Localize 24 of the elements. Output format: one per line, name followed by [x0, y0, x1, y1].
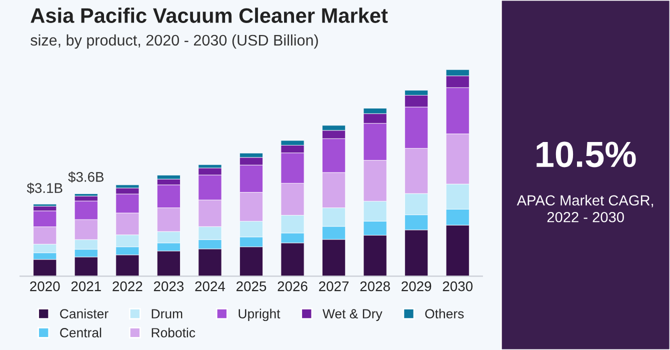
legend-label: Others [425, 308, 464, 318]
legend-label: Wet & Dry [322, 309, 382, 322]
chart-subtitle: size, by product, 2020 - 2030 (USD Billion) [30, 34, 318, 49]
legend-label: Canister [60, 308, 108, 318]
x-tick-label: 2025 [236, 281, 266, 292]
legend-label: Robotic [152, 328, 196, 338]
x-tick-label: 2030 [442, 281, 473, 292]
annotation: $3.1B [26, 182, 62, 194]
x-tick-label: 2021 [71, 281, 101, 292]
text: APAC Market CAGR, 2022 - 2030 [516, 194, 654, 222]
text: 10.5% [536, 142, 636, 168]
chart-title: Asia Pacific Vacuum Cleaner Market [30, 8, 388, 23]
x-tick-label: 2024 [195, 281, 226, 292]
legend-label: Drum [152, 309, 182, 318]
x-tick-label: 2027 [319, 281, 349, 292]
x-tick-label: 2020 [30, 281, 60, 292]
x-tick-label: 2028 [360, 281, 390, 292]
legend-label: Central [60, 328, 102, 338]
x-tick-label: 2026 [278, 281, 308, 292]
annotation: $3.6B [68, 171, 104, 183]
legend-label: Upright [238, 308, 280, 322]
x-tick-label: 2029 [402, 281, 432, 292]
x-tick-label: 2023 [154, 281, 184, 292]
x-tick-label: 2022 [112, 281, 142, 292]
